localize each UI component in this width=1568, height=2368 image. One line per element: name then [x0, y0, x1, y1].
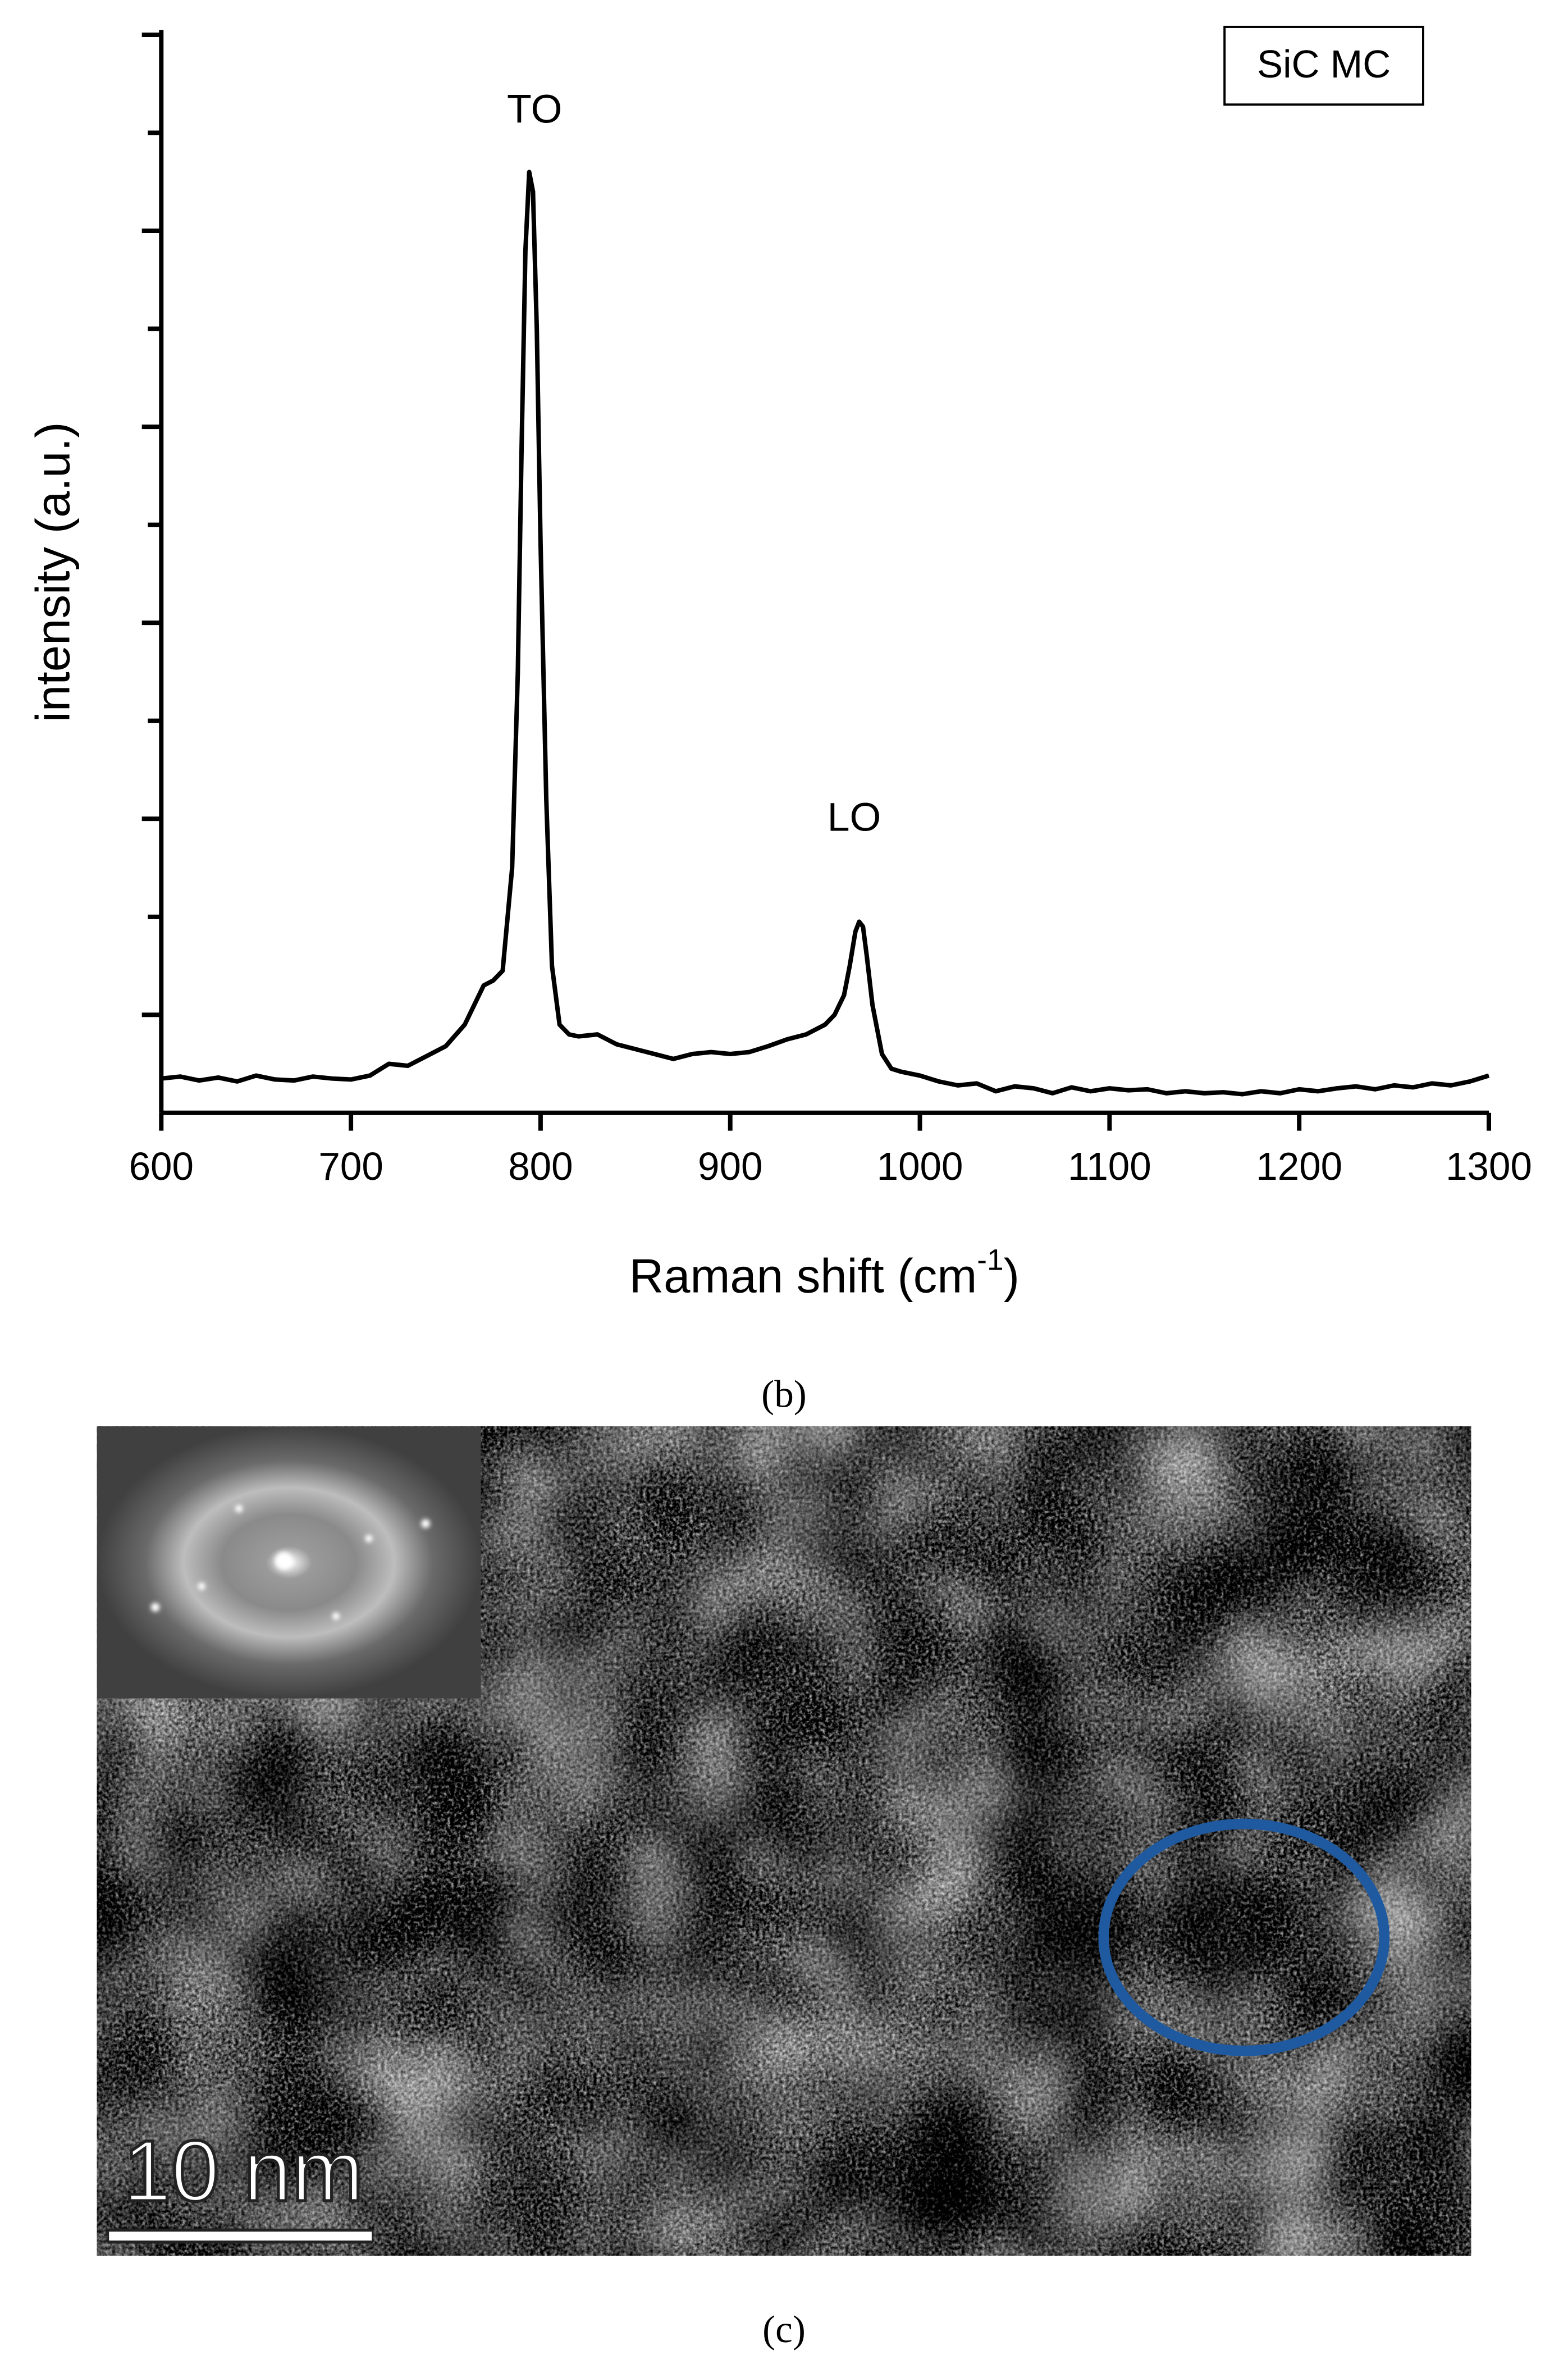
x-tick-label: 600 [129, 1144, 194, 1188]
x-tick-label: 1100 [1068, 1144, 1151, 1188]
caption: (b) [761, 1372, 807, 1416]
tem-image: 10 nm [97, 1426, 1471, 2256]
y-axis-label: intensity (a.u.) [27, 422, 80, 723]
x-axis-label-sup: -1 [977, 1244, 1003, 1277]
x-axis-label-text: Raman shift (cm [629, 1250, 977, 1303]
highlight-ellipse [1098, 1818, 1390, 2056]
x-tick-label: 900 [698, 1144, 762, 1188]
x-tick-label: 1000 [877, 1144, 963, 1188]
x-axis-label: Raman shift (cm-1) [629, 1244, 1020, 1303]
x-tick-label: 700 [318, 1144, 383, 1188]
caption: (c) [762, 2307, 806, 2351]
peak-annotation: LO [828, 795, 881, 839]
spectrum-line [161, 170, 1490, 1097]
x-axis-label-end: ) [1004, 1250, 1020, 1303]
sample-label: SiC MC [1257, 42, 1391, 86]
x-tick-label: 1300 [1446, 1144, 1532, 1188]
fft-spots [150, 1505, 431, 1620]
x-tick-label: 1200 [1256, 1144, 1342, 1188]
peak-annotation: TO [507, 87, 562, 132]
sample-label-box [1223, 25, 1424, 106]
scale-bar-label: 10 nm [123, 2122, 364, 2219]
x-tick-label: 800 [508, 1144, 573, 1188]
